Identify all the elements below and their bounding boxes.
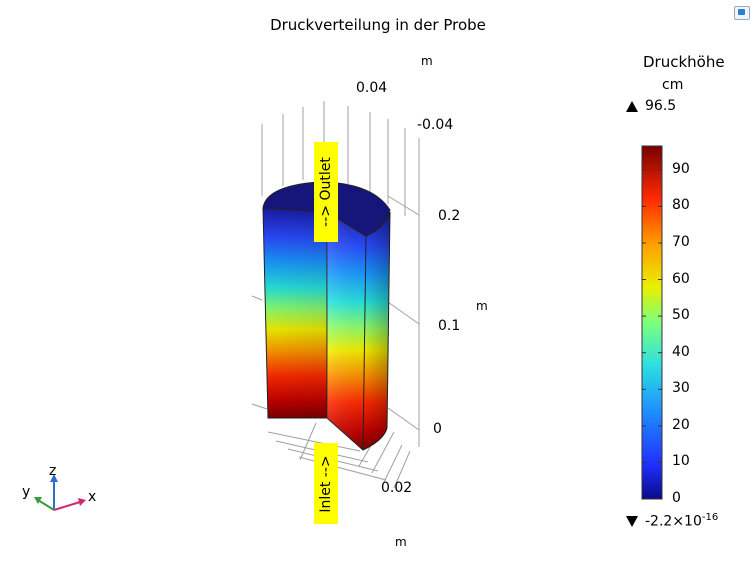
colorbar-unit: cm: [662, 77, 684, 93]
plot-title: Druckverteilung in der Probe: [270, 16, 486, 34]
colorbar-tick-label: 0: [672, 490, 681, 506]
colorbar-tick-label: 60: [672, 270, 690, 287]
colorbar-tick-marks: [642, 169, 662, 500]
colorbar-tick-label: 80: [672, 197, 690, 214]
triad-y-label: y: [22, 484, 31, 500]
tick-z-1: 0.2: [438, 208, 461, 224]
colorbar-max: 96.5: [645, 98, 677, 114]
axis-triad: [34, 474, 86, 511]
colorbar: [641, 145, 663, 500]
colorbar-tick-label: 30: [672, 380, 690, 397]
inlet-label: Inlet -->: [318, 454, 334, 513]
tick-bottom: 0.02: [381, 480, 413, 496]
inlet-label-box: Inlet -->: [314, 443, 338, 524]
colorbar-tick-label: 50: [672, 307, 690, 324]
window-icon[interactable]: [734, 6, 750, 20]
colorbar-min-exponent: -16: [701, 512, 719, 523]
colorbar-tick-label: 90: [672, 160, 690, 177]
colorbar-title: Druckhöhe: [643, 53, 725, 71]
axis-unit-bottom: m: [395, 535, 407, 549]
triad-z-label: z: [49, 463, 57, 479]
tick-top-2: -0.04: [417, 117, 454, 133]
colorbar-tick-label: 70: [672, 233, 690, 250]
colorbar-min: -2.2×10-16: [645, 512, 718, 530]
max-triangle-icon: [626, 101, 638, 112]
axis-unit-z: m: [476, 299, 488, 313]
tick-z-3: 0: [433, 421, 442, 437]
tick-z-2: 0.1: [438, 318, 461, 334]
colorbar-tick-label: 40: [672, 343, 690, 360]
colorbar-min-base: -2.2×10: [645, 513, 702, 530]
axis-unit-top: m: [421, 54, 433, 68]
triad-x-label: x: [88, 489, 97, 505]
tick-top-1: 0.04: [356, 80, 388, 96]
colorbar-tick-label: 10: [672, 453, 690, 470]
outlet-label: --> Outlet: [318, 157, 334, 227]
outlet-label-box: --> Outlet: [314, 142, 338, 242]
min-triangle-icon: [626, 516, 638, 527]
colorbar-tick-label: 20: [672, 416, 690, 433]
